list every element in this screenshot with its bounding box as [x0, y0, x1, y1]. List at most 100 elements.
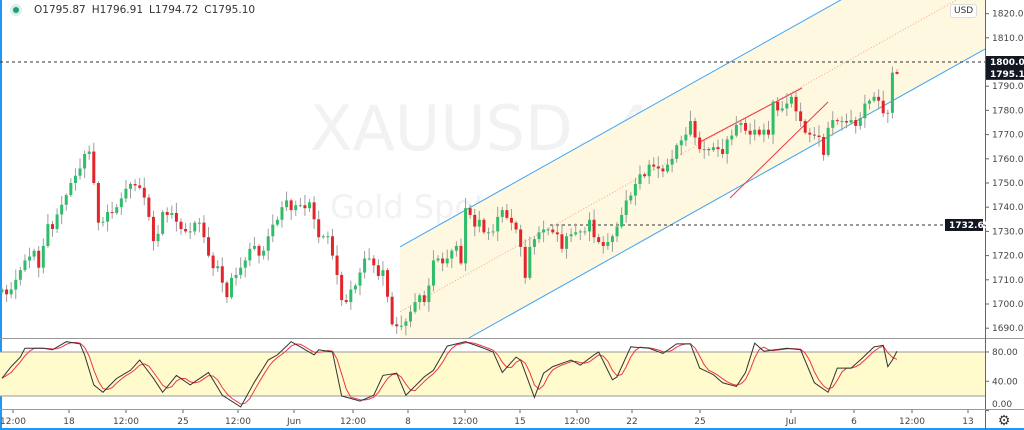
- candle: [789, 93, 793, 108]
- candle: [739, 121, 743, 133]
- time-tick-label: 12:00: [340, 417, 366, 427]
- candle-body: [14, 279, 18, 290]
- candle-body: [188, 231, 192, 233]
- currency-button[interactable]: USD: [950, 4, 978, 18]
- candle: [799, 102, 803, 127]
- candle: [638, 165, 642, 190]
- candle: [688, 110, 692, 137]
- candle: [684, 127, 688, 147]
- candle-body: [285, 200, 289, 208]
- candle: [174, 202, 178, 232]
- candle: [50, 220, 54, 237]
- candle: [184, 222, 188, 234]
- candle: [450, 248, 454, 269]
- candle-body: [624, 200, 628, 215]
- time-tick-label: 15: [514, 417, 525, 427]
- candle-body: [418, 295, 422, 303]
- candle-body: [335, 255, 339, 275]
- candle-body: [349, 289, 353, 303]
- candle-body: [413, 302, 417, 312]
- candle-body: [661, 168, 665, 172]
- candle-body: [656, 166, 660, 169]
- candle-body: [165, 212, 169, 215]
- candle-body: [445, 258, 449, 264]
- candle-body: [771, 101, 775, 135]
- candle: [225, 280, 229, 304]
- candle-body: [831, 120, 835, 128]
- candle: [317, 210, 321, 244]
- gear-icon[interactable]: ⚙: [997, 413, 1011, 429]
- candle: [399, 315, 403, 331]
- candle-body: [422, 295, 426, 303]
- candle: [41, 238, 45, 274]
- candle: [188, 222, 192, 240]
- time-tick-label: 12:00: [899, 417, 925, 427]
- candle: [83, 150, 87, 179]
- candle-body: [46, 224, 50, 246]
- candle-body: [569, 234, 573, 237]
- candle: [418, 293, 422, 310]
- candle-body: [638, 174, 642, 184]
- candle: [335, 245, 339, 285]
- market-status-icon[interactable]: [10, 4, 22, 16]
- candle-body: [119, 198, 123, 208]
- candle-body: [799, 111, 803, 122]
- candle: [771, 99, 775, 145]
- candle: [835, 118, 839, 125]
- candle-body: [615, 226, 619, 237]
- candle: [643, 172, 647, 179]
- candle-body: [5, 289, 9, 295]
- candle-body: [78, 168, 82, 176]
- trend-lines[interactable]: [697, 87, 829, 199]
- candle-body: [886, 112, 890, 114]
- candle: [330, 228, 334, 260]
- candle: [129, 182, 133, 199]
- stoch-tick-label: 40.00: [992, 377, 1018, 387]
- candle: [252, 237, 256, 251]
- candle-body: [28, 256, 32, 261]
- candle-body: [207, 237, 211, 256]
- candle: [601, 235, 605, 254]
- candle-body: [252, 245, 256, 249]
- candle-body: [454, 245, 458, 251]
- candle: [886, 109, 890, 123]
- candle: [46, 213, 50, 248]
- candle: [542, 220, 546, 243]
- price-tick-label: 1710.00: [992, 276, 1024, 286]
- candle: [289, 198, 293, 220]
- candle: [202, 215, 206, 244]
- candle: [565, 232, 569, 259]
- candle-body: [408, 311, 412, 322]
- parallel-channel[interactable]: [399, 0, 985, 377]
- price-tick-label: 1690.00: [992, 324, 1024, 334]
- candle: [812, 127, 816, 140]
- candle: [211, 252, 215, 276]
- price-tick-label: 1730.00: [992, 227, 1024, 237]
- candle-body: [468, 208, 472, 215]
- candle-body: [73, 175, 77, 183]
- candle: [37, 246, 41, 278]
- candle-body: [358, 272, 362, 286]
- price-line-tag: [986, 56, 1024, 68]
- candle-body: [298, 205, 302, 207]
- candle-body: [835, 120, 839, 122]
- candle: [308, 199, 312, 213]
- candle-body: [312, 202, 316, 220]
- candle: [487, 227, 491, 241]
- candle: [858, 112, 862, 130]
- candle: [207, 226, 211, 258]
- candle: [326, 231, 330, 244]
- candle: [312, 196, 316, 229]
- candle: [353, 283, 357, 294]
- candle-body: [376, 265, 380, 276]
- candle-body: [92, 151, 96, 183]
- candle: [436, 255, 440, 263]
- candle-body: [321, 236, 325, 238]
- candle-body: [840, 121, 844, 123]
- candle-body: [464, 208, 468, 264]
- candle-body: [688, 121, 692, 135]
- candle-body: [275, 219, 279, 225]
- candle: [496, 206, 500, 242]
- candle-body: [50, 224, 54, 229]
